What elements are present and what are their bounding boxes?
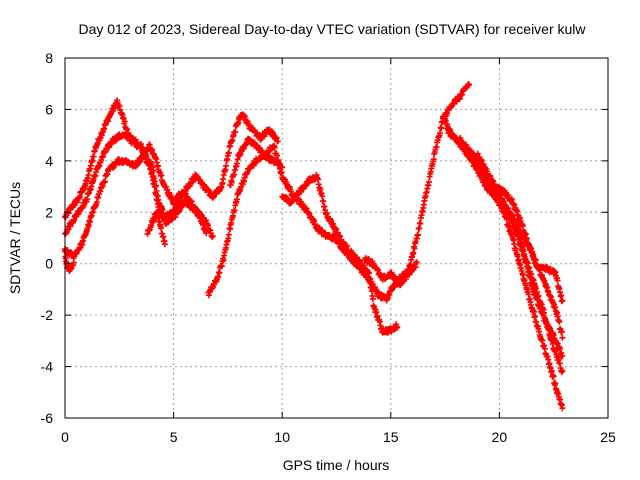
series-track-14: [492, 184, 566, 360]
x-tick-label: 10: [274, 429, 290, 445]
x-axis-label: GPS time / hours: [283, 457, 390, 473]
data-point-markers: [457, 135, 566, 341]
x-tick-label: 5: [170, 429, 178, 445]
data-point-markers: [279, 171, 401, 336]
y-tick-label: 0: [45, 256, 53, 272]
data-point-markers: [227, 81, 472, 304]
series-track-5: [144, 208, 168, 248]
x-tick-labels: 0 5 10 15 20 25: [61, 429, 616, 445]
y-tick-label: 2: [45, 204, 53, 220]
data-points: [62, 81, 566, 412]
series-track-13: [474, 150, 566, 305]
data-point-markers: [361, 255, 420, 289]
series-track-6: [205, 151, 286, 299]
y-tick-label: -6: [41, 410, 54, 426]
plot-frame: [64, 57, 609, 419]
series-track-11: [444, 125, 566, 375]
data-point-markers: [474, 150, 566, 305]
data-point-markers: [444, 125, 566, 375]
series-track-8: [279, 171, 401, 336]
y-tick-label: -4: [41, 359, 54, 375]
axis-ticks: [64, 57, 609, 419]
x-tick-label: 20: [492, 429, 508, 445]
y-tick-label: 8: [45, 50, 53, 66]
series-track-7: [227, 81, 472, 304]
data-point-markers: [205, 151, 286, 299]
series-track-12: [457, 135, 566, 341]
chart-title: Day 012 of 2023, Sidereal Day-to-day VTE…: [78, 21, 586, 37]
y-tick-label: 4: [45, 153, 53, 169]
x-tick-label: 25: [600, 429, 616, 445]
series-track-9: [361, 255, 420, 289]
x-tick-label: 15: [383, 429, 399, 445]
x-tick-label: 0: [61, 429, 69, 445]
y-tick-label: -2: [41, 307, 54, 323]
y-tick-labels: -6 -4 -2 0 2 4 6 8: [41, 50, 54, 426]
y-tick-label: 6: [45, 101, 53, 117]
data-point-markers: [144, 208, 168, 248]
data-point-markers: [492, 184, 566, 360]
y-axis-label: SDTVAR / TECUs: [7, 182, 23, 294]
